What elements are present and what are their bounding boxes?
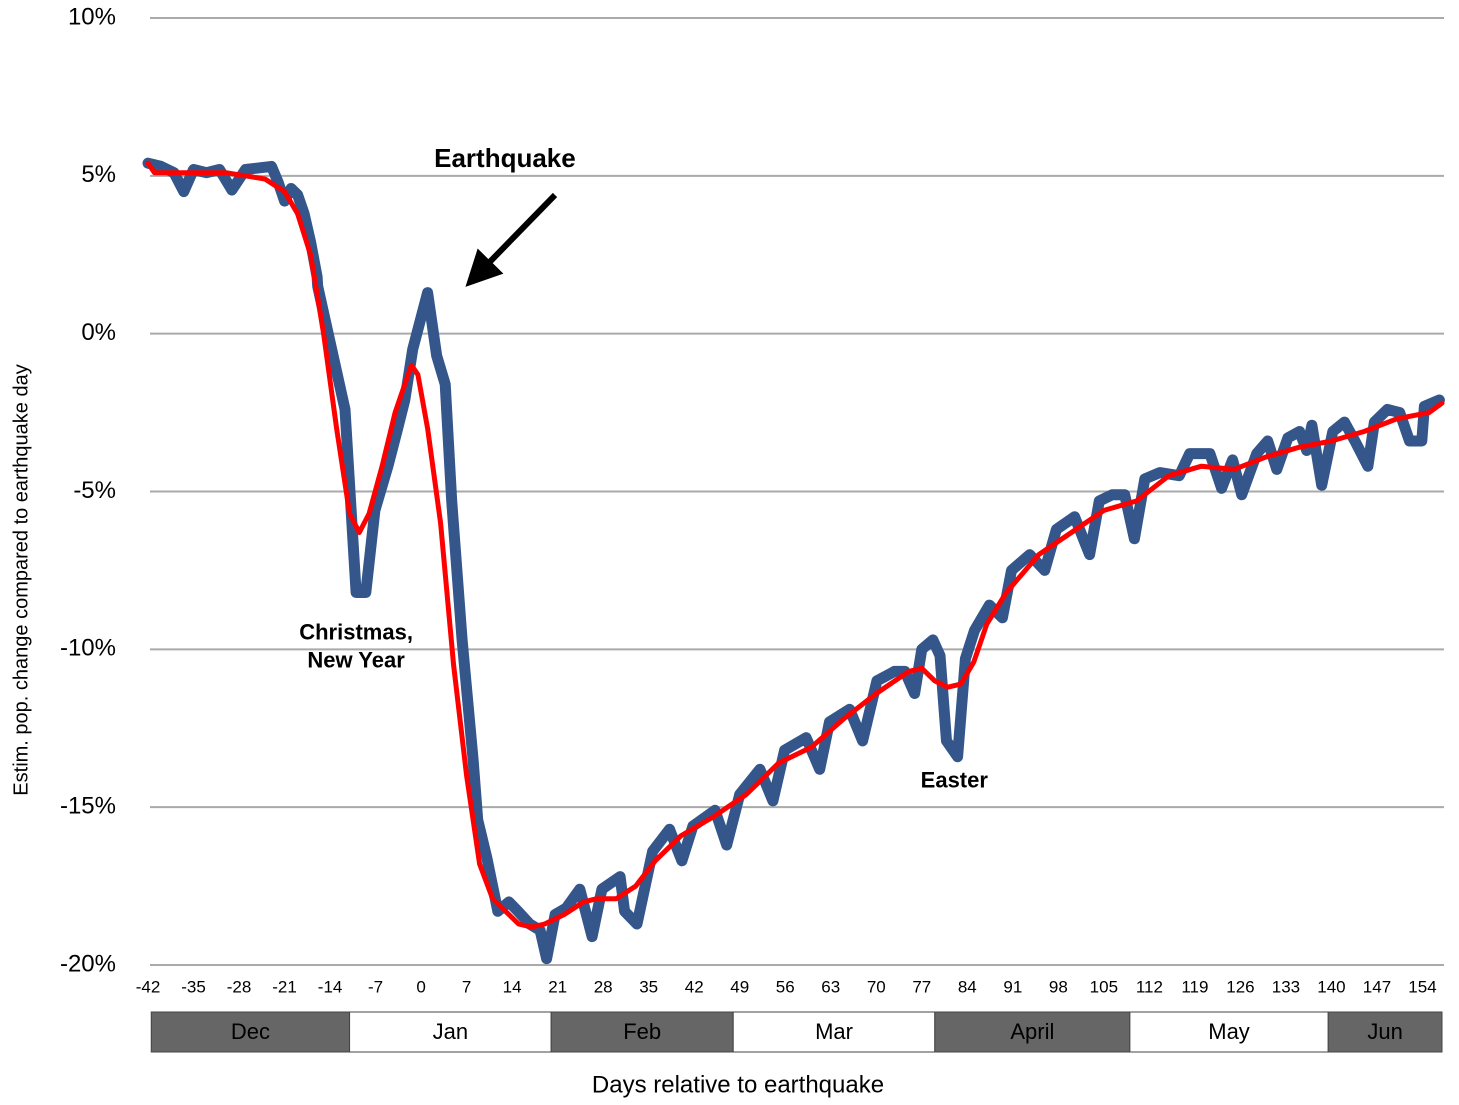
annotation: Earthquake (434, 143, 576, 173)
month-label: Feb (623, 1019, 661, 1044)
x-tick-label: 35 (639, 977, 658, 996)
y-tick-label: -5% (73, 477, 116, 504)
month-label: Dec (231, 1019, 270, 1044)
x-tick-label: 105 (1090, 977, 1118, 996)
y-tick-label: 10% (68, 3, 116, 30)
x-tick-label: 63 (821, 977, 840, 996)
x-tick-label: 49 (730, 977, 749, 996)
x-tick-label: -14 (318, 977, 343, 996)
y-axis-label: Estim. pop. change compared to earthquak… (10, 364, 32, 795)
series-line (142, 157, 1445, 965)
x-tick-label: 28 (594, 977, 613, 996)
series-line (145, 160, 1445, 930)
month-band (150, 1011, 351, 1053)
y-tick-label: -15% (60, 793, 116, 820)
x-tick-label: 14 (503, 977, 522, 996)
x-tick-label: 119 (1181, 977, 1208, 996)
month-band (934, 1011, 1131, 1053)
x-tick-label: 112 (1136, 977, 1163, 996)
month-label: Jan (433, 1019, 468, 1044)
x-tick-label: -28 (227, 977, 252, 996)
x-tick-label: 133 (1272, 977, 1300, 996)
x-tick-label: 147 (1363, 977, 1391, 996)
x-tick-label: 77 (912, 977, 931, 996)
x-tick-label: 21 (548, 977, 567, 996)
x-tick-label: -42 (136, 977, 161, 996)
month-label: Jun (1367, 1019, 1402, 1044)
x-tick-label: 0 (416, 977, 425, 996)
x-tick-label: 7 (462, 977, 471, 996)
x-tick-label: 56 (776, 977, 795, 996)
y-tick-label: -10% (60, 635, 116, 662)
month-band (1129, 1011, 1329, 1053)
x-tick-label: 70 (867, 977, 886, 996)
x-tick-label: -35 (181, 977, 206, 996)
annotation: Christmas, New Year (299, 619, 413, 672)
month-label: Mar (815, 1019, 853, 1044)
x-tick-label: 140 (1317, 977, 1345, 996)
month-band (550, 1011, 734, 1053)
earthquake-arrow (465, 192, 558, 287)
month-band (349, 1011, 552, 1053)
x-tick-label: 126 (1226, 977, 1254, 996)
x-tick-label: 91 (1003, 977, 1022, 996)
x-axis-label: Days relative to earthquake (592, 1071, 884, 1098)
y-tick-label: 0% (81, 319, 116, 346)
annotation: Easter (921, 768, 989, 793)
y-tick-label: -20% (60, 950, 116, 977)
x-tick-label: 154 (1408, 977, 1436, 996)
month-band (1327, 1011, 1443, 1053)
x-tick-label: 42 (685, 977, 704, 996)
x-tick-label: 98 (1049, 977, 1068, 996)
annotation-line: Christmas, (299, 619, 413, 644)
x-tick-label: -21 (272, 977, 297, 996)
y-tick-label: 5% (81, 161, 116, 188)
month-label: April (1010, 1019, 1054, 1044)
annotation-line: New Year (307, 647, 405, 672)
x-tick-label: -7 (368, 977, 383, 996)
x-tick-label: 84 (958, 977, 977, 996)
month-band (732, 1011, 936, 1053)
month-label: May (1208, 1019, 1250, 1044)
